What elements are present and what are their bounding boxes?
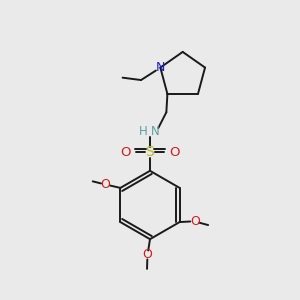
Text: H: H	[139, 125, 148, 138]
Text: N: N	[156, 61, 165, 74]
Text: O: O	[100, 178, 110, 191]
Text: O: O	[120, 146, 130, 159]
Text: O: O	[190, 215, 200, 228]
Text: O: O	[143, 248, 153, 261]
Text: O: O	[170, 146, 180, 159]
Text: N: N	[151, 125, 160, 138]
Text: S: S	[146, 146, 154, 159]
